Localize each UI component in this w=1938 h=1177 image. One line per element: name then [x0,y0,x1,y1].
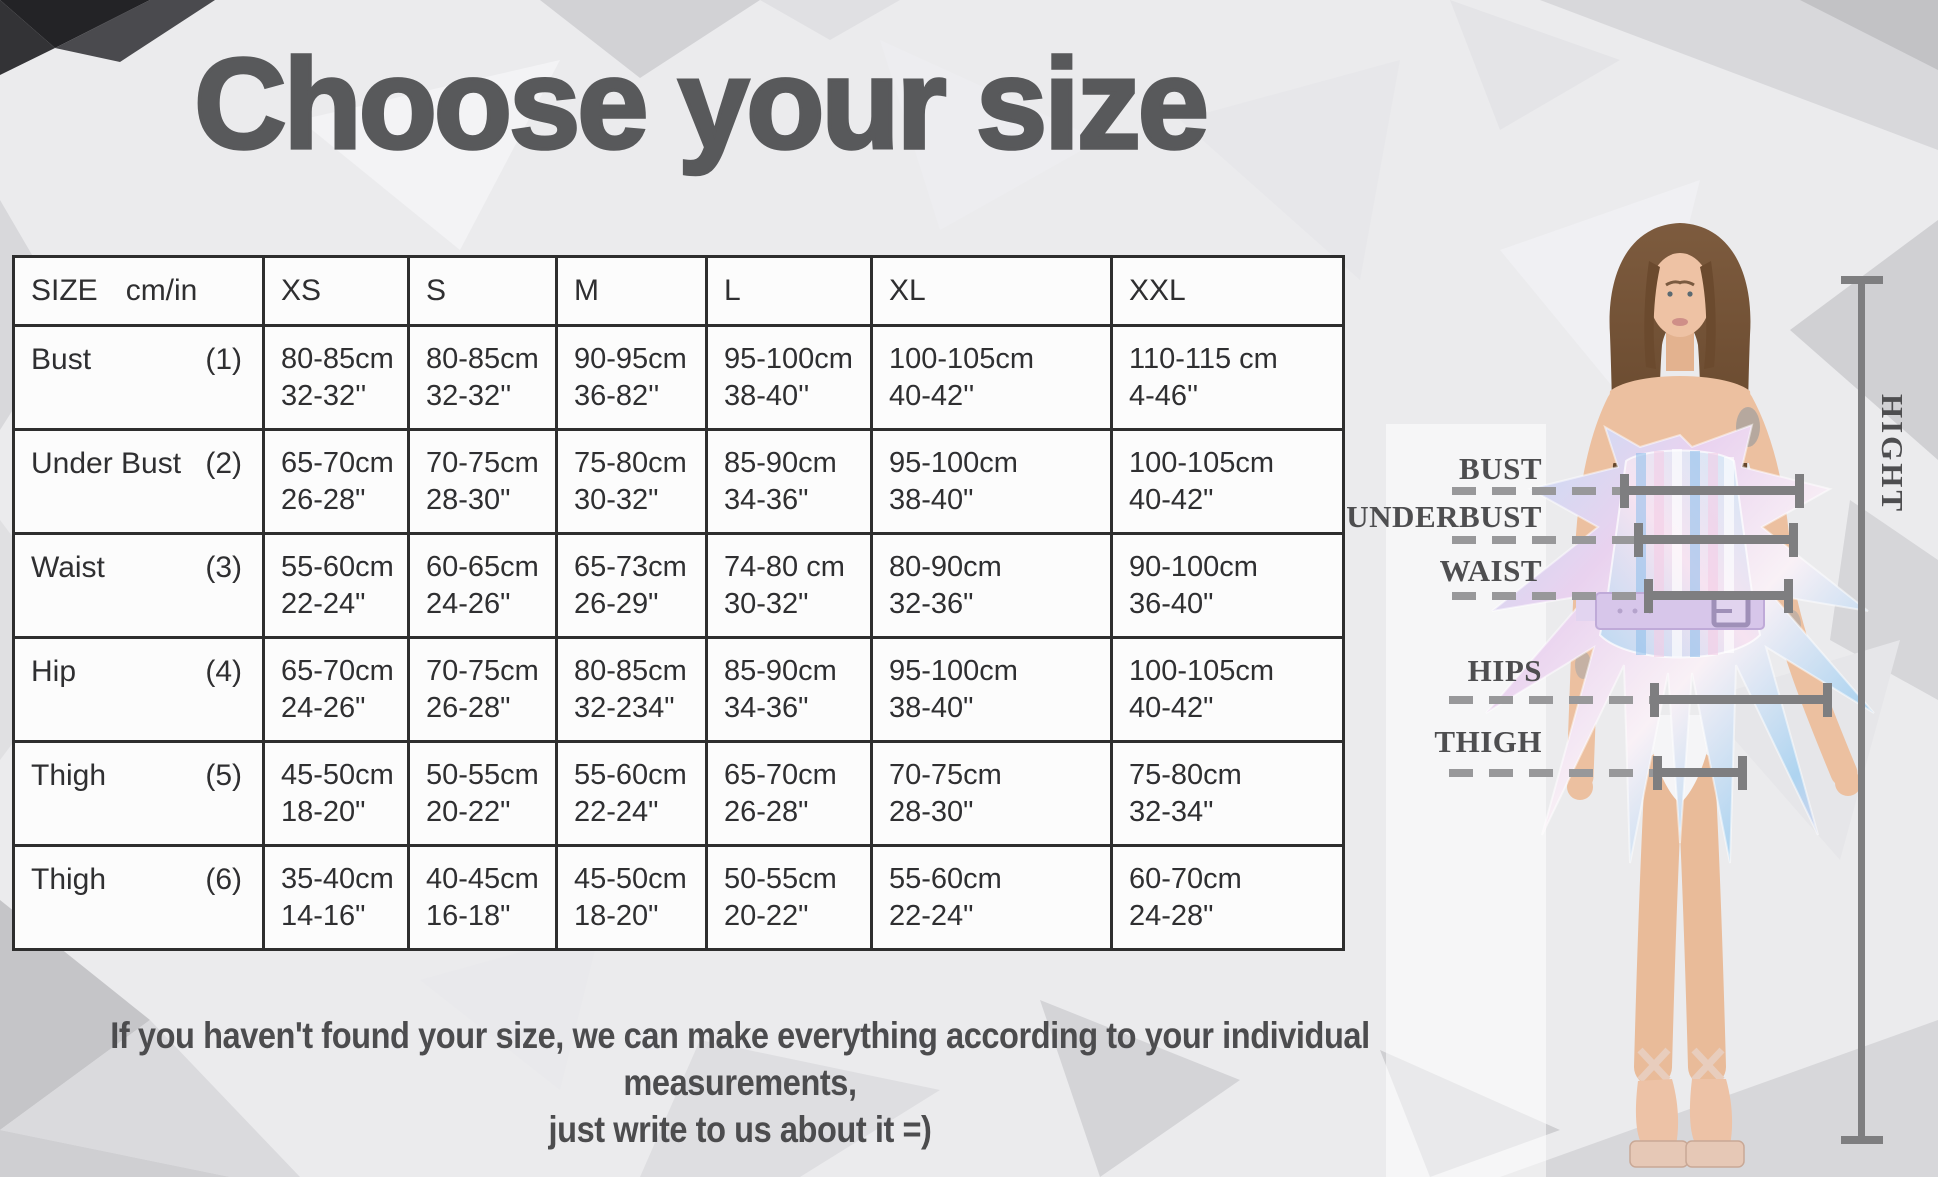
size-cell: 50-55cm 20-22" [705,844,873,951]
row-label: Waist [31,551,105,584]
table-header-row: SIZE cm/in XS S M L XL XXL [12,255,1345,327]
size-cell: 85-90cm 34-36" [705,428,873,535]
size-cell: 65-70cm 26-28" [705,740,873,847]
dash-line-hips [1449,696,1652,704]
dash-line-underbust [1452,536,1636,544]
label-backdrop-strip [1386,424,1546,1177]
size-cell: 55-60cm 22-24" [262,532,410,639]
size-cell: 70-75cm 28-30" [870,740,1113,847]
size-cell: 60-70cm 24-28" [1110,844,1345,951]
size-cell: 40-45cm 16-18" [407,844,558,951]
height-ruler-line [1841,276,1883,1144]
size-cell: 70-75cm 28-30" [407,428,558,535]
row-label: Thigh [31,759,107,792]
measure-bar-waist [1644,579,1793,613]
measure-label-underbust: UNDERBUST [1346,499,1542,534]
column-header-l: L [705,255,873,327]
column-header-xl: XL [870,255,1113,327]
size-cell: 80-85cm 32-32'' [262,324,410,431]
custom-size-note-line1: If you haven't found your size, we can m… [110,1015,1370,1103]
size-cell: 75-80cm 30-32" [555,428,708,535]
row-number: (1) [205,343,242,376]
size-cell: 65-70cm 24-26" [262,636,410,743]
size-cell: 74-80 cm 30-32" [705,532,873,639]
row-number: (5) [205,759,242,792]
size-cell: 35-40cm 14-16" [262,844,410,951]
table-row-thigh-5: Thigh (5) 45-50cm 18-20" 50-55cm 20-22" 55… [12,740,1345,847]
measure-bar-bust [1620,474,1804,508]
size-cell: 90-100cm 36-40" [1110,532,1345,639]
size-cell: 80-85cm 32-234" [555,636,708,743]
table-row-underbust: Under Bust (2) 65-70cm 26-28" 70-75cm 28-3… [12,428,1345,535]
measure-bar-hips [1650,683,1832,717]
dash-line-waist [1452,592,1646,600]
measure-label-bust: BUST [1459,451,1542,486]
height-label: HIGHT [1875,394,1910,515]
size-cell: 50-55cm 20-22" [407,740,558,847]
row-label-cell: Bust (1) [12,324,265,431]
corner-size-label: SIZE [31,274,98,307]
size-cell: 110-115 cm 4-46'' [1110,324,1345,431]
row-number: (4) [205,655,242,688]
row-label-cell: Under Bust (2) [12,428,265,535]
dash-line-bust [1452,487,1622,495]
size-cell: 95-100cm 38-40" [870,636,1113,743]
size-cell: 80-85cm 32-32'' [407,324,558,431]
size-cell: 90-95cm 36-82'' [555,324,708,431]
dash-line-thigh [1449,769,1655,777]
size-cell: 45-50cm 18-20" [262,740,410,847]
measure-label-thigh: THIGH [1434,724,1542,759]
row-label-cell: Thigh (6) [12,844,265,951]
size-cell: 55-60cm 22-24" [870,844,1113,951]
size-cell: 70-75cm 26-28" [407,636,558,743]
corner-header: SIZE cm/in [12,255,265,327]
size-cell: 65-73cm 26-29" [555,532,708,639]
row-label: Bust [31,343,92,376]
size-cell: 65-70cm 26-28" [262,428,410,535]
size-cell: 100-105cm 40-42'' [870,324,1113,431]
table-row-bust: Bust (1) 80-85cm 32-32'' 80-85cm 32-32'' 9… [12,324,1345,431]
row-number: (3) [205,551,242,584]
size-cell: 95-100cm 38-40" [870,428,1113,535]
size-cell: 45-50cm 18-20" [555,844,708,951]
measure-bar-underbust [1634,523,1798,557]
size-cell: 95-100cm 38-40'' [705,324,873,431]
page-title: Choose your size [192,31,1210,178]
corner-unit-label: cm/in [125,274,198,307]
size-cell: 80-90cm 32-36" [870,532,1113,639]
table-row-waist: Waist (3) 55-60cm 22-24" 60-65cm 24-26" 65… [12,532,1345,639]
row-label-cell: Thigh (5) [12,740,265,847]
table-row-hip: Hip (4) 65-70cm 24-26" 70-75cm 26-28" 80-8… [12,636,1345,743]
row-label-cell: Hip (4) [12,636,265,743]
measure-bar-thigh [1653,756,1747,790]
column-header-xxl: XXL [1110,255,1345,327]
column-header-xs: XS [262,255,410,327]
row-label: Hip [31,655,77,688]
measure-label-waist: WAIST [1439,553,1542,588]
size-cell: 55-60cm 22-24" [555,740,708,847]
row-number: (6) [205,863,242,896]
row-label: Under Bust [31,447,182,480]
size-cell: 75-80cm 32-34" [1110,740,1345,847]
measure-label-hips: HIPS [1467,653,1542,688]
table-row-thigh-6: Thigh (6) 35-40cm 14-16" 40-45cm 16-18" 45… [12,844,1345,951]
size-cell: 100-105cm 40-42" [1110,636,1345,743]
size-cell: 60-65cm 24-26" [407,532,558,639]
column-header-m: M [555,255,708,327]
row-label: Thigh [31,863,107,896]
size-cell: 100-105cm 40-42" [1110,428,1345,535]
size-cell: 85-90cm 34-36" [705,636,873,743]
custom-size-note: If you haven't found your size, we can m… [89,1012,1391,1153]
row-number: (2) [205,447,242,480]
column-header-s: S [407,255,558,327]
custom-size-note-line2: just write to us about it =) [548,1109,932,1150]
size-table: SIZE cm/in XS S M L XL XXL Bust (1) 80-8… [12,255,1345,951]
row-label-cell: Waist (3) [12,532,265,639]
